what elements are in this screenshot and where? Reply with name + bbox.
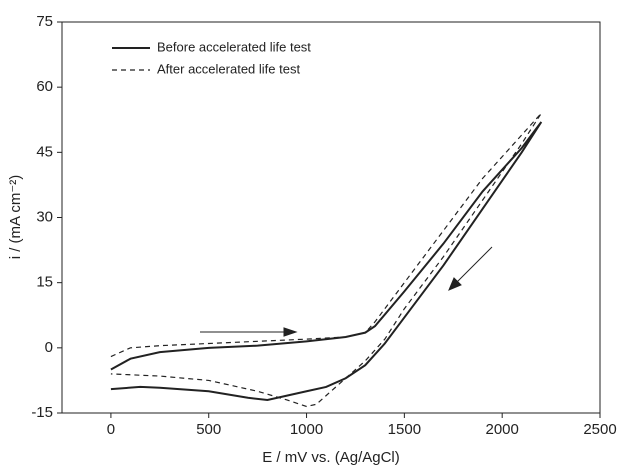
y-tick-label: 30	[36, 208, 53, 225]
x-tick-label: 500	[196, 421, 221, 438]
y-axis-label: i / (mA cm⁻²)	[7, 175, 24, 260]
plot-frame	[61, 21, 601, 414]
y-tick-label: 75	[36, 13, 53, 30]
forward-arrowhead	[283, 327, 298, 337]
y-tick-label: -15	[31, 404, 53, 421]
y-tick-label: 60	[36, 78, 53, 95]
scan-arrows	[200, 246, 493, 337]
x-tick-label: 0	[107, 421, 115, 438]
reverse-arrow	[455, 246, 493, 284]
x-tick-label: 1500	[388, 421, 421, 438]
data-line	[110, 112, 542, 408]
x-tick-label: 2000	[485, 421, 518, 438]
x-tick-label: 2500	[583, 421, 616, 438]
reverse-arrowhead	[448, 277, 462, 291]
y-tick-label: 15	[36, 274, 53, 291]
legend-label: Before accelerated life test	[157, 39, 311, 54]
y-tick-label: 0	[45, 339, 53, 356]
data-line	[110, 121, 543, 401]
x-tick-label: 1000	[290, 421, 323, 438]
legend-label: After accelerated life test	[157, 61, 300, 76]
x-axis-label: E / mV vs. (Ag/AgCl)	[262, 449, 400, 466]
y-tick-label: 45	[36, 143, 53, 160]
